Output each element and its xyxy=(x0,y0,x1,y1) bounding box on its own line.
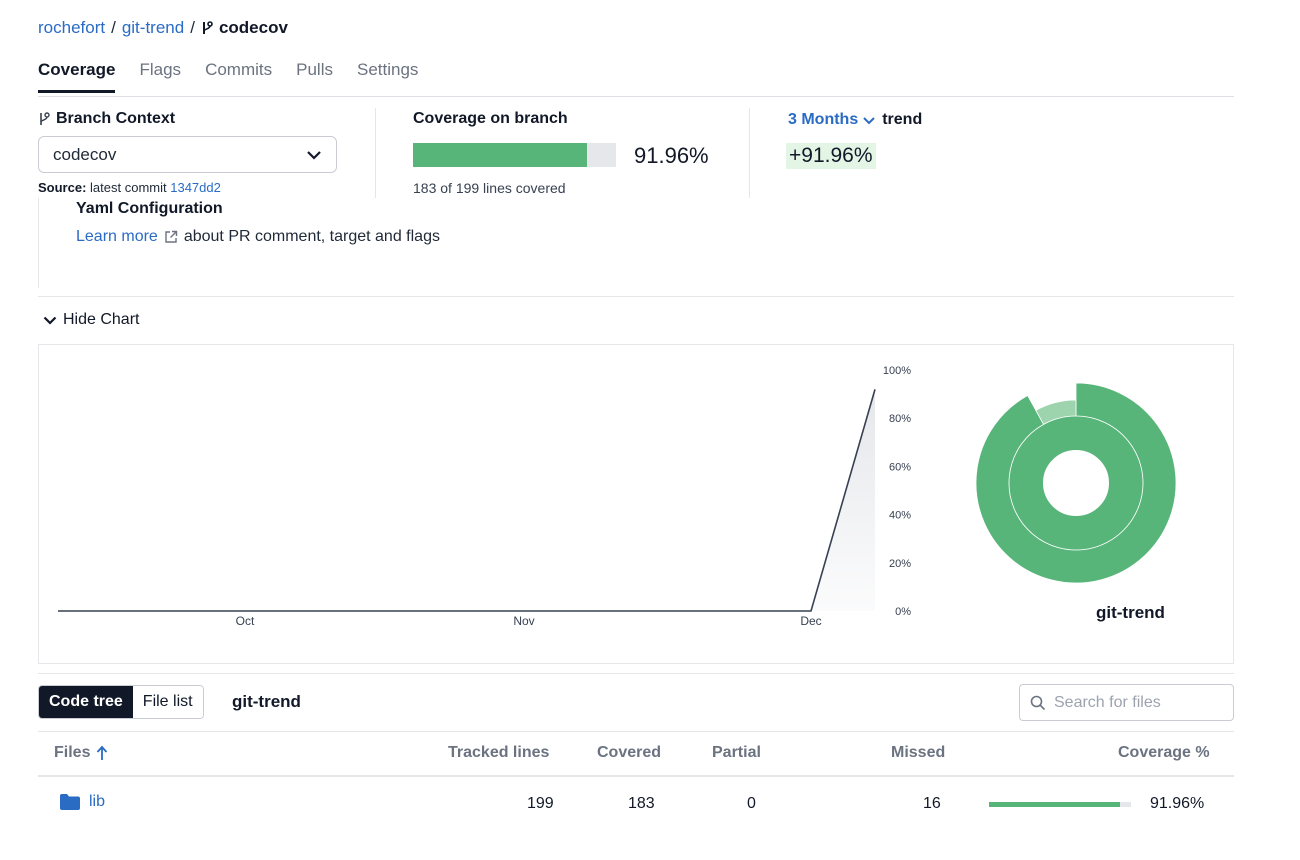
trend-label: trend xyxy=(882,111,923,128)
repo-name: git-trend xyxy=(232,692,301,711)
file-list-toggle[interactable]: File list xyxy=(132,686,203,718)
section-divider xyxy=(38,296,1234,297)
code-tree-toggle[interactable]: Code tree xyxy=(39,686,133,718)
tabs-divider xyxy=(38,96,1234,97)
breadcrumb-owner-link[interactable]: rochefort xyxy=(38,18,106,37)
branch-context-label: Branch Context xyxy=(56,110,176,127)
trend-row: 3 Months trend xyxy=(788,111,922,129)
coverage-percent-header[interactable]: Coverage % xyxy=(1118,744,1210,761)
hide-chart-label: Hide Chart xyxy=(63,311,140,328)
arrow-up-icon xyxy=(97,745,108,760)
search-box xyxy=(1019,684,1234,721)
coverage-lines: 183 of 199 lines covered xyxy=(413,180,566,196)
branch-context-heading: Branch Context xyxy=(38,110,175,128)
tab-flags[interactable]: Flags xyxy=(139,60,182,79)
coverage-progress-fill xyxy=(413,143,587,167)
source-commit-link[interactable]: 1347dd2 xyxy=(170,180,221,195)
trend-period-select[interactable]: 3 Months xyxy=(788,111,876,129)
breadcrumb-separator: / xyxy=(111,18,116,37)
files-column-header[interactable]: Files xyxy=(54,744,108,762)
summary-divider xyxy=(749,108,750,198)
source-line: Source: latest commit 1347dd2 xyxy=(38,180,221,195)
chevron-down-icon xyxy=(863,116,875,124)
source-text: latest commit xyxy=(90,180,167,195)
partial-header[interactable]: Partial xyxy=(712,744,761,761)
table-divider xyxy=(38,731,1234,732)
row-coverage-fill xyxy=(989,802,1120,807)
trend-value: +91.96% xyxy=(786,143,876,169)
file-name-link[interactable]: lib xyxy=(89,793,106,810)
missed-header[interactable]: Missed xyxy=(891,744,946,761)
table-divider xyxy=(38,775,1234,777)
yaml-description: Learn more about PR comment, target and … xyxy=(76,228,440,246)
branch-icon xyxy=(202,21,213,34)
breadcrumb-branch: codecov xyxy=(218,18,288,37)
tracked-lines-cell: 199 xyxy=(527,795,554,812)
external-link-icon[interactable] xyxy=(164,230,178,244)
coverage-heading: Coverage on branch xyxy=(413,110,568,127)
source-label: Source: xyxy=(38,180,87,195)
section-divider xyxy=(38,673,1234,674)
tab-coverage[interactable]: Coverage xyxy=(38,60,116,93)
covered-cell: 183 xyxy=(628,795,655,812)
branch-select-value: codecov xyxy=(53,144,117,164)
tab-settings[interactable]: Settings xyxy=(356,60,419,79)
branch-select[interactable]: codecov xyxy=(38,136,337,173)
summary-divider xyxy=(375,108,376,198)
table-row[interactable]: lib 199 183 0 16 91.96% xyxy=(38,790,1234,820)
tracked-lines-header[interactable]: Tracked lines xyxy=(448,744,550,761)
coverage-percent-cell: 91.96% xyxy=(1150,795,1205,812)
branch-icon xyxy=(40,112,50,125)
sunburst-label: git-trend xyxy=(1096,603,1165,622)
breadcrumb-repo-link[interactable]: git-trend xyxy=(121,18,185,37)
yaml-title: Yaml Configuration xyxy=(76,200,223,217)
chevron-down-icon xyxy=(307,150,321,160)
table-header: Files Tracked lines Covered Partial Miss… xyxy=(38,744,1234,764)
search-icon xyxy=(1030,695,1046,710)
row-coverage-bar xyxy=(989,802,1131,807)
breadcrumb: rochefort / git-trend / codecov xyxy=(38,18,288,38)
yaml-divider xyxy=(38,198,39,288)
view-toggle: Code tree File list xyxy=(38,685,204,719)
files-header-label: Files xyxy=(54,744,91,761)
coverage-percent: 91.96% xyxy=(634,143,709,168)
coverage-progress-bar xyxy=(413,143,616,167)
tab-commits[interactable]: Commits xyxy=(205,60,273,79)
yaml-description-text: about PR comment, target and flags xyxy=(183,228,440,245)
chevron-down-icon xyxy=(43,316,57,325)
covered-header[interactable]: Covered xyxy=(597,744,662,761)
missed-cell: 16 xyxy=(923,795,941,812)
trend-period-label: 3 Months xyxy=(788,111,859,128)
tab-bar: Coverage Flags Commits Pulls Settings xyxy=(38,60,442,93)
search-input[interactable] xyxy=(1054,693,1214,712)
hide-chart-toggle[interactable]: Hide Chart xyxy=(43,311,139,329)
folder-icon xyxy=(60,794,80,810)
file-cell: lib xyxy=(59,793,105,811)
chart-panel xyxy=(38,344,1234,664)
breadcrumb-separator: / xyxy=(190,18,195,37)
tab-pulls[interactable]: Pulls xyxy=(296,60,333,79)
partial-cell: 0 xyxy=(747,795,756,812)
learn-more-link[interactable]: Learn more xyxy=(76,228,158,245)
